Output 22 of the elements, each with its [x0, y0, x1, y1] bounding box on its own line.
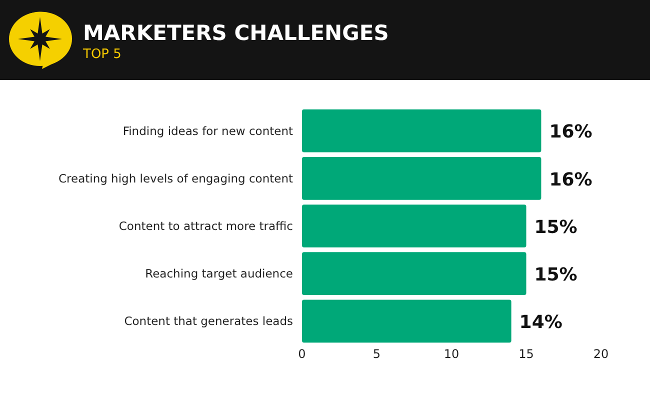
chart-title: MARKETERS CHALLENGES — [83, 21, 389, 45]
x-tick-label: 0 — [298, 347, 306, 361]
data-label: 16% — [549, 122, 592, 143]
bar — [302, 157, 542, 200]
y-tick-label: Content to attract more traffic — [118, 219, 293, 234]
data-label: 16% — [549, 169, 592, 190]
data-label: 14% — [519, 312, 562, 333]
bar — [302, 300, 512, 343]
data-label: 15% — [534, 216, 578, 238]
bar — [302, 109, 542, 152]
x-tick-label: 10 — [444, 347, 460, 361]
text: TOP 5 — [82, 47, 122, 62]
data-label: 15% — [534, 264, 578, 286]
x-tick-label: 15 — [518, 347, 534, 361]
x-tick-label: 5 — [372, 347, 381, 361]
bar — [302, 252, 526, 295]
y-tick-label: Content that generates leads — [124, 314, 293, 328]
bar — [302, 204, 526, 248]
y-tick-label: Creating high levels of engaging content — [58, 171, 294, 186]
x-tick-label: 20 — [593, 347, 609, 361]
y-tick-label: Finding ideas for new content — [122, 124, 294, 138]
y-tick-label: Reaching target audience — [145, 266, 293, 281]
